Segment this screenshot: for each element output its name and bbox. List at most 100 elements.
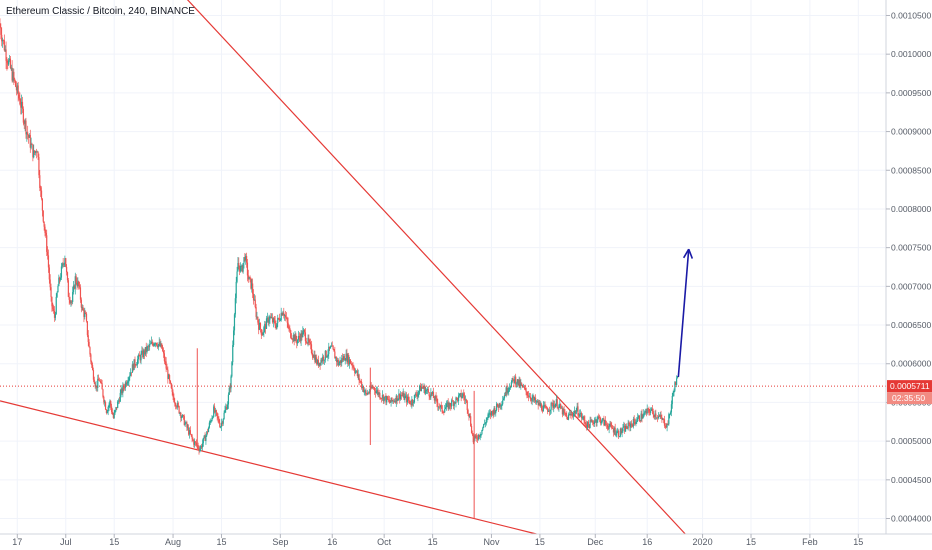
candle-body bbox=[576, 406, 578, 411]
candle-body bbox=[146, 346, 148, 352]
candle-body bbox=[447, 402, 449, 409]
candle-body bbox=[389, 401, 391, 403]
candle-body bbox=[364, 390, 366, 392]
candle-body bbox=[225, 407, 227, 410]
candle-body bbox=[38, 157, 40, 176]
price-tick-label: 0.0008000 bbox=[891, 204, 931, 214]
candle-body bbox=[185, 422, 187, 424]
candle-body bbox=[117, 400, 120, 402]
candle-body bbox=[470, 416, 472, 426]
candle-body bbox=[331, 345, 333, 347]
candle-body bbox=[552, 403, 554, 408]
price-tick-label: 0.0008500 bbox=[891, 165, 931, 175]
candle-body bbox=[441, 405, 443, 413]
candle-body bbox=[121, 388, 123, 394]
candle-body bbox=[320, 359, 322, 365]
candle-body bbox=[336, 359, 339, 362]
candle-body bbox=[242, 263, 244, 272]
candle-body bbox=[231, 362, 233, 377]
candle-body bbox=[554, 404, 556, 408]
candle-body bbox=[157, 344, 159, 348]
candle-body bbox=[344, 360, 346, 362]
candle-body bbox=[506, 387, 508, 393]
candle-body bbox=[200, 446, 203, 448]
candle-body bbox=[451, 400, 453, 407]
candle-body bbox=[342, 356, 345, 361]
candle-body bbox=[348, 355, 350, 365]
candle-body bbox=[32, 144, 34, 158]
candle-body bbox=[40, 190, 43, 199]
candle-body bbox=[393, 400, 396, 402]
candle-body bbox=[278, 318, 281, 321]
candle-body bbox=[612, 428, 615, 433]
candle-body bbox=[419, 385, 421, 392]
time-axis[interactable]: 17 Jul 15 Aug 15 Sep 16 Oct 15 Nov 15 Dec 16 2020 15 Fe… bbox=[12, 534, 863, 547]
time-tick-label: Oct bbox=[377, 537, 392, 547]
time-tick-label: 15 bbox=[428, 537, 438, 547]
candle-body bbox=[672, 392, 674, 396]
candle-body bbox=[621, 431, 623, 434]
candle-body bbox=[342, 358, 344, 361]
candle-body bbox=[86, 321, 88, 336]
candle-body bbox=[353, 366, 355, 371]
candle-body bbox=[497, 406, 499, 408]
candle-body bbox=[579, 413, 581, 417]
candle-body bbox=[139, 356, 141, 361]
candle-body bbox=[352, 365, 354, 367]
candle-body bbox=[609, 423, 611, 427]
candle-body bbox=[182, 414, 185, 417]
candle-body bbox=[619, 428, 621, 437]
candle-body bbox=[547, 409, 549, 412]
candle-body bbox=[64, 258, 66, 264]
candle-body bbox=[584, 419, 586, 424]
candle-body bbox=[648, 409, 650, 412]
candle-body bbox=[346, 353, 348, 363]
candle-body bbox=[162, 350, 165, 354]
candle-body bbox=[79, 285, 81, 288]
candle-body bbox=[297, 336, 300, 340]
candle-body bbox=[233, 314, 236, 331]
candle-body bbox=[472, 434, 474, 443]
candle-body bbox=[270, 317, 272, 318]
candle-body bbox=[537, 401, 539, 406]
candle-body bbox=[373, 387, 375, 389]
price-tick-label: 0.0010000 bbox=[891, 49, 931, 59]
candle-body bbox=[637, 417, 639, 422]
candle-body bbox=[138, 354, 140, 357]
candle-body bbox=[253, 299, 255, 301]
candle-body bbox=[657, 416, 660, 419]
candle-body bbox=[159, 342, 161, 347]
candle-body bbox=[542, 405, 544, 412]
candle-body bbox=[164, 361, 166, 362]
candle-body bbox=[623, 425, 625, 428]
candle-body bbox=[581, 417, 583, 419]
candle-body bbox=[20, 104, 22, 108]
candle-body bbox=[620, 428, 622, 434]
candle-body bbox=[455, 397, 457, 404]
candle-body bbox=[478, 434, 480, 438]
candle-body bbox=[41, 198, 43, 211]
candle-body bbox=[168, 375, 171, 381]
candle-body bbox=[432, 391, 435, 398]
price-tick-label: 0.0004500 bbox=[891, 475, 931, 485]
candle-body bbox=[177, 403, 179, 407]
candle-body bbox=[396, 395, 398, 401]
candle-body bbox=[189, 430, 191, 434]
candle-body bbox=[456, 397, 458, 399]
candle-body bbox=[300, 332, 302, 342]
candle-body bbox=[525, 388, 527, 392]
arrow-head bbox=[682, 248, 690, 259]
candle-body bbox=[171, 388, 173, 392]
candle-body bbox=[150, 341, 153, 344]
candle-body bbox=[601, 418, 603, 423]
candle-body bbox=[573, 413, 575, 417]
candle-body bbox=[49, 279, 51, 288]
candle-body bbox=[114, 410, 116, 413]
candle-body bbox=[350, 363, 352, 365]
candle-body bbox=[449, 402, 451, 406]
candle-body bbox=[108, 404, 110, 408]
candle-body bbox=[428, 392, 430, 397]
time-tick-label: Jul bbox=[60, 537, 72, 547]
candle-body bbox=[635, 422, 637, 424]
